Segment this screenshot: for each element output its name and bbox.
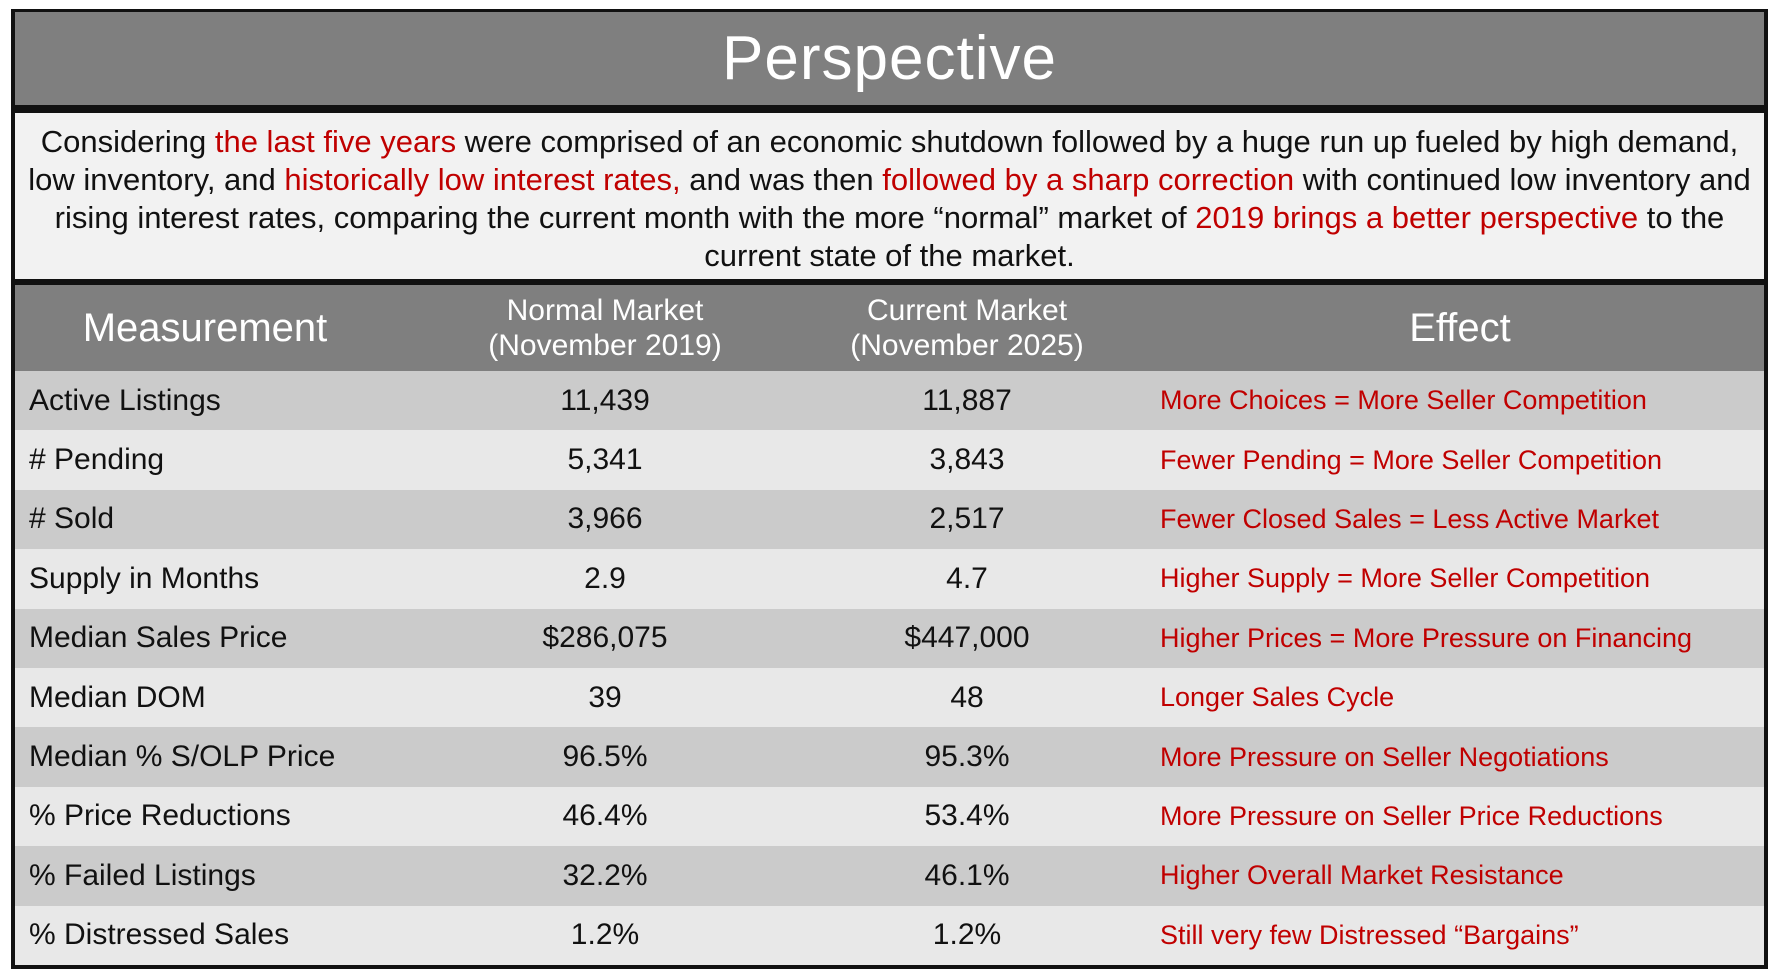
normal-market-cell: 11,439 [560,383,650,417]
header-measurement: Measurement [82,305,328,350]
effect-cell: Higher Supply = More Seller Competition [1160,563,1650,594]
current-market-cell: 1.2% [932,918,1002,952]
normal-market-cell: 3,966 [567,502,643,536]
intro-text: were comprised of an economic shutdown f… [28,124,1739,197]
table-row: # Sold 3,966 2,517 Fewer Closed Sales = Les… [15,489,1764,550]
table-row: Median Sales Price $286,075 $447,000 Higher… [15,608,1764,668]
measurement-cell: Median % S/OLP Price [29,740,336,774]
current-market-cell: 3,843 [929,443,1005,477]
intro-text: with continued low inventory and rising … [54,162,1751,235]
current-market-cell: 53.4% [924,799,1010,833]
current-market-cell: 95.3% [924,740,1010,774]
header-current-date: (November 2025) [850,329,1084,362]
normal-market-cell: $286,075 [542,621,668,655]
normal-market-cell: 5,341 [567,443,643,477]
page-title: Perspective [15,12,1764,105]
header-normal-title: Normal Market [506,294,704,327]
effect-cell: Fewer Pending = More Seller Competition [1160,444,1662,475]
header-current-market: Current Market (November 2025) [807,285,1127,371]
measurement-cell: # Sold [29,502,115,536]
current-market-cell: 48 [950,680,984,714]
table-row: Active Listings 11,439 11,887 More Choices … [15,371,1764,431]
intro-highlight: 2019 brings a better perspective [1195,200,1639,235]
normal-market-cell: 2.9 [584,561,626,595]
measurement-cell: % Distressed Sales [29,918,290,952]
intro-highlight: the last five years [214,124,457,159]
table-row: % Price Reductions 46.4% 53.4% More Pressur… [15,786,1764,847]
table-row: % Distressed Sales 1.2% 1.2% Still very few… [15,905,1764,965]
effect-cell: Fewer Closed Sales = Less Active Market [1160,503,1659,534]
current-market-cell: 46.1% [924,858,1010,892]
intro-highlight: followed by a sharp correction [882,162,1295,197]
effect-cell: More Choices = More Seller Competition [1160,385,1647,416]
effect-cell: More Pressure on Seller Negotiations [1160,741,1609,772]
measurement-cell: % Failed Listings [29,858,256,892]
measurement-cell: # Pending [29,443,165,477]
normal-market-cell: 46.4% [562,799,648,833]
effect-cell: Higher Overall Market Resistance [1160,860,1564,891]
intro-paragraph: Considering the last five years were com… [15,113,1764,279]
header-current-title: Current Market [866,294,1068,327]
effect-cell: More Pressure on Seller Price Reductions [1160,800,1663,831]
effect-cell: Still very few Distressed “Bargains” [1160,919,1579,950]
normal-market-cell: 96.5% [562,740,648,774]
table-row: Supply in Months 2.9 4.7 Higher Supply = Mo… [15,549,1764,609]
measurement-cell: Median Sales Price [29,621,288,655]
table-header: Measurement Normal Market (November 2019… [15,285,1764,371]
intro-text: Considering [40,124,215,159]
intro-text: and was then [680,162,883,197]
measurement-cell: % Price Reductions [29,799,291,833]
measurement-cell: Median DOM [29,680,206,714]
normal-market-cell: 39 [588,680,622,714]
normal-market-cell: 1.2% [570,918,640,952]
table-row: Median % S/OLP Price 96.5% 95.3% More Press… [15,727,1764,787]
header-effect: Effect [1409,305,1511,350]
table-row: # Pending 5,341 3,843 Fewer Pending = More … [15,430,1764,490]
current-market-cell: 4.7 [946,561,988,595]
effect-cell: Higher Prices = More Pressure on Financi… [1160,622,1692,653]
intro-text: to the current state of the market. [704,200,1725,273]
measurement-cell: Supply in Months [29,561,260,595]
measurement-cell: Active Listings [29,383,221,417]
intro-highlight: historically low interest rates, [284,162,681,197]
current-market-cell: $447,000 [904,621,1030,655]
table-row: % Failed Listings 32.2% 46.1% Higher Overal… [15,846,1764,906]
header-normal-date: (November 2019) [488,329,722,362]
perspective-panel: Perspective Considering the last five ye… [11,9,1768,969]
normal-market-cell: 32.2% [562,858,648,892]
comparison-table: Measurement Normal Market (November 2019… [15,285,1764,965]
current-market-cell: 11,887 [922,383,1012,417]
effect-cell: Longer Sales Cycle [1160,682,1395,713]
table-row: Median DOM 39 48 Longer Sales Cycle [15,668,1764,728]
current-market-cell: 2,517 [929,502,1005,536]
header-normal-market: Normal Market (November 2019) [445,285,765,371]
